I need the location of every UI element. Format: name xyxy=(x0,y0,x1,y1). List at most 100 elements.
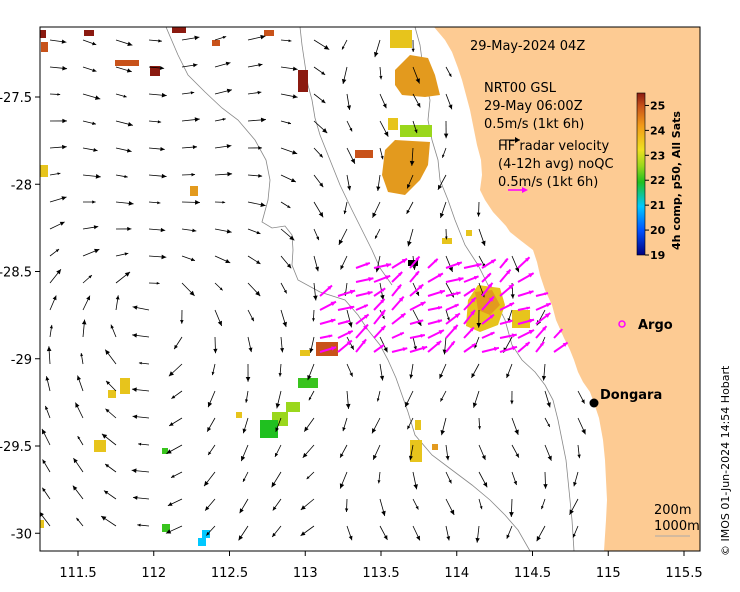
model-current-arrow-head xyxy=(415,291,420,296)
model-current-arrow-head xyxy=(88,275,92,279)
model-current-arrow-head xyxy=(132,305,138,310)
radar-velocity-arrow-head xyxy=(526,306,531,310)
model-current-arrow-head xyxy=(189,290,195,296)
radar-velocity-arrow-head xyxy=(363,324,369,330)
model-current-arrow-head xyxy=(300,505,306,510)
model-current-arrow-head xyxy=(412,265,416,270)
model-scale-arrowhead xyxy=(515,137,520,143)
argo-marker-icon xyxy=(618,320,626,328)
model-current-arrow-head xyxy=(272,532,277,537)
radar-velocity-arrow-head xyxy=(349,289,356,295)
radar-velocity-arrow-head xyxy=(473,275,479,280)
radar-velocity-arrow-head xyxy=(470,288,475,292)
model-current-arrow-head xyxy=(222,200,226,204)
model-current-arrow-head xyxy=(192,228,197,233)
model-current-arrow-head xyxy=(514,429,519,435)
radar-velocity-arrow-head xyxy=(508,319,513,324)
model-current-arrow-head xyxy=(258,63,263,67)
model-current-arrow-head xyxy=(160,146,165,152)
model-current-arrow-head xyxy=(239,508,244,514)
model-current-arrow-head xyxy=(101,516,107,521)
model-current-arrow-head xyxy=(168,371,175,377)
radar-velocity-arrow-head xyxy=(400,313,406,319)
lat-tick-label: -30 xyxy=(11,527,32,542)
model-current-arrow-head xyxy=(377,480,381,484)
model-current-arrow-head xyxy=(132,495,138,500)
model-current-arrow-head xyxy=(415,78,420,84)
model-current-arrow-head xyxy=(72,485,78,491)
model-current-arrow-head xyxy=(207,401,213,408)
model-current-arrow-head xyxy=(405,401,410,408)
model-current-arrow-head xyxy=(282,321,287,327)
radar-velocity-arrow-head xyxy=(420,333,425,338)
model-current-arrows xyxy=(40,34,586,543)
model-current-arrow-head xyxy=(222,118,226,121)
model-current-arrow-head xyxy=(383,347,388,353)
model-current-arrow-head xyxy=(260,117,266,123)
radar-velocity-arrow-head xyxy=(511,333,517,338)
lon-tick-label: 112.5 xyxy=(211,566,248,581)
radar-velocity-arrow-head xyxy=(380,325,386,331)
model-current-arrow-head xyxy=(73,458,78,464)
model-current-arrow-head xyxy=(105,463,110,468)
model-current-arrow-head xyxy=(371,428,377,434)
model-current-arrow-head xyxy=(86,295,90,301)
radar-velocity-arrow-head xyxy=(456,261,462,266)
model-current-arrow-head xyxy=(192,63,198,68)
model-current-arrow-head xyxy=(190,257,195,262)
model-current-arrow-head xyxy=(127,41,133,46)
model-current-arrow-head xyxy=(62,66,68,71)
radar-velocity-arrow-head xyxy=(327,285,333,290)
model-current-arrow-head xyxy=(319,182,324,188)
model-current-arrow-head xyxy=(138,442,142,446)
model-current-arrow-head xyxy=(213,348,218,354)
model-current-arrow-head xyxy=(92,200,96,204)
model-current-arrow-head xyxy=(211,371,215,376)
model-current-arrow-head xyxy=(416,535,420,541)
radar-velocity-arrow-head xyxy=(361,339,367,345)
model-current-arrow-head xyxy=(156,281,160,285)
model-current-arrow-head xyxy=(95,174,101,179)
model-current-arrow-head xyxy=(322,128,328,134)
model-current-arrow-head xyxy=(341,78,347,84)
model-current-arrow-head xyxy=(93,225,99,230)
model-current-arrow-head xyxy=(245,376,251,382)
model-current-arrow-head xyxy=(446,536,451,541)
model-current-arrow-head xyxy=(76,375,82,381)
model-current-arrow-head xyxy=(275,403,281,409)
colorbar-tick-label: 22 xyxy=(650,174,665,187)
model-current-arrow-head xyxy=(515,453,519,458)
model-current-arrow-head xyxy=(131,468,137,473)
model-current-arrow-head xyxy=(106,380,111,385)
model-current-arrow-head xyxy=(439,212,445,218)
radar-velocity-arrow-head xyxy=(415,256,420,261)
model-current-arrow-head xyxy=(342,46,345,50)
model-current-arrow-head xyxy=(506,373,510,379)
model-current-arrow-head xyxy=(226,229,232,234)
model-current-arrow-head xyxy=(248,347,253,353)
model-current-arrow-head xyxy=(274,452,279,457)
model-current-arrow-head xyxy=(573,481,577,487)
model-current-arrow-head xyxy=(479,506,483,510)
radar-velocity-arrow-head xyxy=(493,346,499,352)
model-current-arrow-head xyxy=(445,455,450,461)
radar-velocity-arrow-head xyxy=(401,258,408,264)
radar-velocity-arrow-head xyxy=(346,340,352,346)
model-current-arrow-head xyxy=(513,480,518,486)
model-current-arrow-head xyxy=(127,226,132,231)
model-current-arrow-head xyxy=(541,375,547,381)
longitude-axis: 111.5 112 112.5 113 113.5 114 114.5 115 115.5 xyxy=(59,551,703,581)
model-current-arrow-head xyxy=(375,235,378,239)
contour-1000m-label: 1000m xyxy=(654,519,700,534)
model-current-arrow-head xyxy=(242,428,247,434)
model-current-arrow-head xyxy=(255,290,261,297)
model-current-arrow-head xyxy=(59,221,65,226)
colorbar-tick-label: 19 xyxy=(650,249,665,262)
radar-velocity-arrow-head xyxy=(542,326,547,331)
model-current-arrow-head xyxy=(476,322,482,328)
sst-patches xyxy=(40,27,530,546)
model-current-arrow-head xyxy=(581,399,585,404)
model-current-arrow-head xyxy=(290,178,296,183)
model-current-arrow-head xyxy=(546,402,551,408)
credit-text: © IMOS 01-Jun-2024 14:54 Hobart xyxy=(719,365,732,556)
